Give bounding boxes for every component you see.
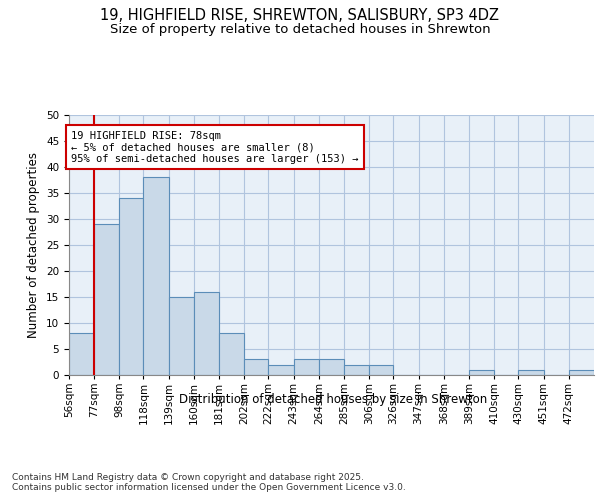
Bar	[219, 334, 244, 375]
Bar	[469, 370, 494, 375]
Text: 19, HIGHFIELD RISE, SHREWTON, SALISBURY, SP3 4DZ: 19, HIGHFIELD RISE, SHREWTON, SALISBURY,…	[101, 8, 499, 22]
Bar	[169, 297, 194, 375]
Bar	[569, 370, 594, 375]
Bar	[268, 364, 293, 375]
Bar	[344, 364, 370, 375]
Text: Distribution of detached houses by size in Shrewton: Distribution of detached houses by size …	[179, 392, 487, 406]
Bar	[69, 334, 94, 375]
Bar	[143, 178, 169, 375]
Bar	[94, 224, 119, 375]
Bar	[244, 360, 268, 375]
Bar	[319, 360, 344, 375]
Y-axis label: Number of detached properties: Number of detached properties	[28, 152, 40, 338]
Text: Size of property relative to detached houses in Shrewton: Size of property relative to detached ho…	[110, 22, 490, 36]
Bar	[293, 360, 319, 375]
Bar	[518, 370, 544, 375]
Text: 19 HIGHFIELD RISE: 78sqm
← 5% of detached houses are smaller (8)
95% of semi-det: 19 HIGHFIELD RISE: 78sqm ← 5% of detache…	[71, 130, 359, 164]
Bar	[370, 364, 394, 375]
Text: Contains HM Land Registry data © Crown copyright and database right 2025.
Contai: Contains HM Land Registry data © Crown c…	[12, 472, 406, 492]
Bar	[194, 292, 219, 375]
Bar	[119, 198, 143, 375]
